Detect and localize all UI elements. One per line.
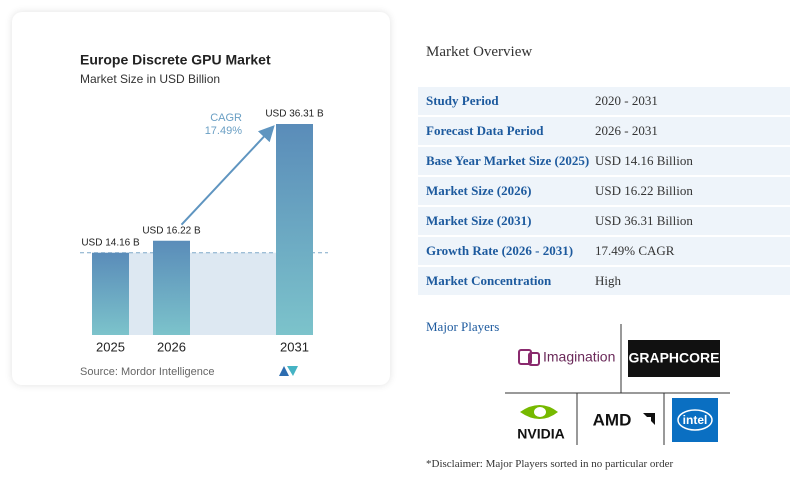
cagr-label: CAGR (210, 112, 242, 124)
bar (153, 240, 190, 335)
row-value: 17.49% CAGR (595, 243, 675, 258)
value-label: USD 36.31 B (265, 109, 324, 120)
logo-text: NVIDIA (517, 426, 564, 442)
table-row: Forecast Data Period 2026 - 2031 (418, 117, 790, 147)
row-label: Market Concentration (426, 273, 552, 288)
row-value: 2026 - 2031 (595, 123, 658, 138)
player-logos: Imagination GRAPHCORE NVIDIA AMD intel (505, 324, 730, 445)
bar (276, 124, 313, 335)
table-row: Market Size (2031) USD 36.31 Billion (418, 207, 790, 237)
x-tick-label: 2031 (280, 339, 309, 354)
overview-title: Market Overview (426, 44, 533, 60)
row-value: USD 14.16 Billion (595, 153, 693, 168)
table-row: Base Year Market Size (2025) USD 14.16 Bi… (418, 147, 790, 177)
row-value: High (595, 273, 621, 288)
logo-text: intel (683, 413, 708, 427)
reference-area (129, 252, 276, 335)
x-tick-label: 2026 (157, 339, 186, 354)
row-label: Market Size (2026) (426, 183, 532, 198)
row-value: 2020 - 2031 (595, 93, 658, 108)
logo-text: AMD (593, 410, 632, 429)
table-row: Growth Rate (2026 - 2031) 17.49% CAGR (418, 237, 790, 267)
table-row: Study Period 2020 - 2031 (418, 87, 790, 117)
players-title: Major Players (426, 319, 500, 334)
chart-subtitle: Market Size in USD Billion (80, 72, 220, 86)
table-row: Market Concentration High (418, 267, 790, 297)
row-label: Base Year Market Size (2025) (426, 153, 590, 168)
cagr-arrow (180, 125, 275, 226)
row-value: USD 16.22 Billion (595, 183, 693, 198)
value-label: USD 14.16 B (81, 237, 140, 248)
cagr-value: 17.49% (205, 125, 243, 137)
value-label: USD 16.22 B (142, 225, 201, 236)
overview-table: Study Period 2020 - 2031 Forecast Data Per… (418, 87, 790, 297)
row-label: Study Period (426, 93, 499, 108)
row-label: Market Size (2031) (426, 213, 532, 228)
row-label: Forecast Data Period (426, 123, 544, 138)
disclaimer: *Disclaimer: Major Players sorted in no … (426, 458, 674, 470)
row-value: USD 36.31 Billion (595, 213, 693, 228)
source: Source: Mordor Intelligence (80, 366, 215, 378)
table-row: Market Size (2026) USD 16.22 Billion (418, 177, 790, 207)
x-tick-label: 2025 (96, 339, 125, 354)
logo-text: GRAPHCORE (628, 350, 719, 366)
bar (92, 252, 129, 335)
source-logo (279, 366, 298, 376)
chart-title: Europe Discrete GPU Market (80, 52, 271, 68)
row-label: Growth Rate (2026 - 2031) (426, 243, 574, 258)
logo-text: Imagination (543, 349, 615, 365)
